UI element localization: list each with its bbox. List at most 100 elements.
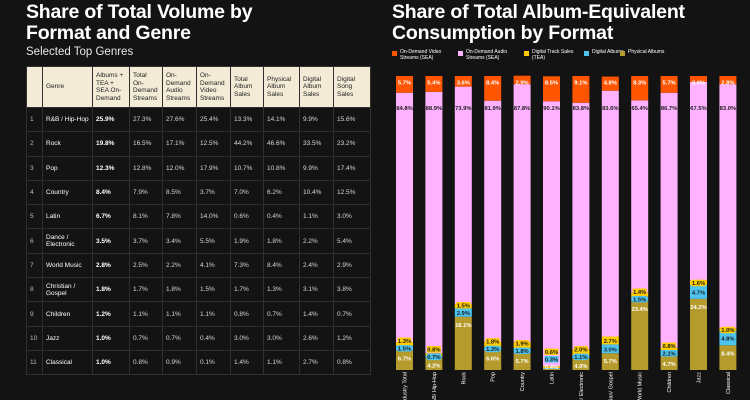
data-label-video: 8.4% [486, 81, 499, 87]
category-label: World Music [638, 372, 644, 400]
left-panel: Share of Total Volume by Format and Genr… [26, 0, 371, 376]
value-cell: 2.9% [333, 252, 371, 279]
data-label-track: 0.6% [545, 350, 558, 356]
genre-cell: World Music [42, 252, 93, 279]
bar-segment-physical [396, 350, 413, 370]
bar-segment-physical [513, 353, 531, 370]
value-cell: 2.4% [299, 252, 334, 279]
bar-segment-physical [484, 350, 502, 370]
rank-cell: 5 [26, 204, 43, 230]
table-title-line-2: Format and Genre [26, 22, 191, 44]
data-label-digital: 1.3% [486, 347, 499, 353]
value-cell: 14.0% [196, 204, 231, 230]
bar-segment-physical [631, 301, 649, 370]
bar-group: 73.9% 3.6% 18.1% 2.9%1.5% [454, 76, 472, 370]
chart-title-line-2: Consumption by Format [392, 22, 614, 44]
legend-swatch-audio [458, 51, 463, 56]
bar-segment-digital [543, 367, 560, 369]
data-label-track: 0.8% [662, 344, 675, 350]
value-cell: 0.7% [129, 325, 163, 351]
column-header: Physical Album Sales [263, 66, 300, 108]
bar-segment-audio [396, 92, 413, 343]
value-cell: 27.6% [162, 106, 197, 133]
value-cell: 12.8% [129, 155, 163, 181]
value-cell: 1.0% [92, 325, 130, 351]
value-cell: 33.5% [299, 131, 334, 157]
genre-cell: R&B / Hip-Hop [42, 106, 93, 133]
value-cell: 3.0% [333, 204, 371, 230]
data-label-track: 2.7% [604, 339, 617, 345]
column-header: Digital Album Sales [299, 66, 334, 108]
value-cell: 0.7% [263, 301, 300, 327]
data-label-video: 2.0% [692, 81, 705, 87]
bar-segment-audio [572, 102, 590, 350]
chart-title-line-1: Share of Total Album-Equivalent [392, 1, 685, 23]
data-label-video: 8.3% [633, 81, 646, 87]
genre-cell: Rock [42, 131, 93, 157]
table-body: 1 R&B / Hip-Hop 25.9% 27.3% 27.6% 25.4% 13.3% 1… [26, 106, 371, 376]
value-cell: 0.4% [196, 325, 231, 351]
table-row: 1 R&B / Hip-Hop 25.9% 27.3% 27.6% 25.4% 13.3% 1… [26, 106, 371, 133]
data-label-video: 5.4% [427, 81, 440, 87]
label-background [397, 345, 412, 352]
label-background [720, 335, 735, 342]
data-label-video: 5.7% [398, 81, 411, 87]
value-cell: 12.0% [162, 155, 197, 181]
legend-swatch-video [392, 51, 397, 56]
bar-segment-physical [425, 357, 443, 370]
bar-segment-audio [513, 84, 531, 343]
value-cell: 3.4% [162, 228, 197, 254]
value-cell: 3.8% [333, 277, 371, 303]
rank-cell: 2 [26, 131, 43, 157]
value-cell: 3.7% [129, 228, 163, 254]
table-header-row: Genre Albums + TEA + SEA On-Demand Total O… [26, 66, 371, 108]
value-cell: 1.9% [230, 228, 264, 254]
data-label-digital: 1.5% [633, 297, 646, 303]
bar-segment-physical [601, 353, 619, 370]
data-label-audio: 83.6% [602, 106, 618, 112]
value-cell: 10.7% [230, 155, 264, 181]
value-cell: 3.7% [196, 179, 231, 206]
data-label-digital: 0.7% [427, 355, 440, 361]
label-background [632, 295, 647, 303]
table-row: 10 Jazz 1.0% 0.7% 0.7% 0.4% 3.0% 3.0% 2.6% 1.2% [26, 325, 371, 351]
category-label: Rock [461, 372, 467, 385]
legend-label-audio: On-Demand Audio Streams (SEA) [466, 49, 508, 61]
data-label-audio: 67.5% [690, 106, 706, 112]
value-cell: 5.4% [333, 228, 371, 254]
category-label: Country [520, 372, 526, 392]
value-cell: 46.6% [263, 131, 300, 157]
value-cell: 3.0% [263, 325, 300, 351]
bar-segment-audio [660, 92, 678, 348]
label-background [662, 342, 677, 350]
genre-cell: Latin [42, 204, 93, 230]
legend-swatch-track [524, 51, 529, 56]
value-cell: 0.1% [196, 349, 231, 376]
value-cell: 12.5% [333, 179, 371, 206]
data-label-track: 1.8% [486, 340, 499, 346]
label-background [456, 302, 471, 309]
data-label-digital: 4.7% [692, 290, 705, 296]
value-cell: 10.4% [299, 179, 334, 206]
rank-cell: 7 [26, 252, 43, 279]
value-cell: 2.2% [162, 252, 197, 279]
bar-segment-audio [719, 84, 737, 329]
bar-segment-video [425, 76, 443, 92]
data-label-physical: 4.7% [662, 362, 675, 368]
bar-segment-physical [719, 345, 737, 370]
bar-segment-physical [572, 358, 590, 370]
category-label: Jazz [697, 372, 703, 384]
value-cell: 1.7% [230, 277, 264, 303]
data-label-physical: 24.2% [690, 305, 706, 311]
legend-label-physical: Physical Albums [628, 49, 665, 55]
category-label: Industry Total [403, 372, 409, 400]
label-background [691, 288, 706, 296]
table-row: 4 Country 8.4% 7.9% 8.5% 3.7% 7.0% 6.2% 10.4% 12.… [26, 179, 371, 206]
label-background [485, 345, 500, 353]
value-cell: 1.8% [263, 228, 300, 254]
bar-segment-audio [631, 100, 649, 293]
value-cell: 1.4% [299, 301, 334, 327]
value-cell: 7.9% [129, 179, 163, 206]
value-cell: 44.2% [230, 131, 264, 157]
data-label-digital: 4.8% [721, 337, 734, 343]
